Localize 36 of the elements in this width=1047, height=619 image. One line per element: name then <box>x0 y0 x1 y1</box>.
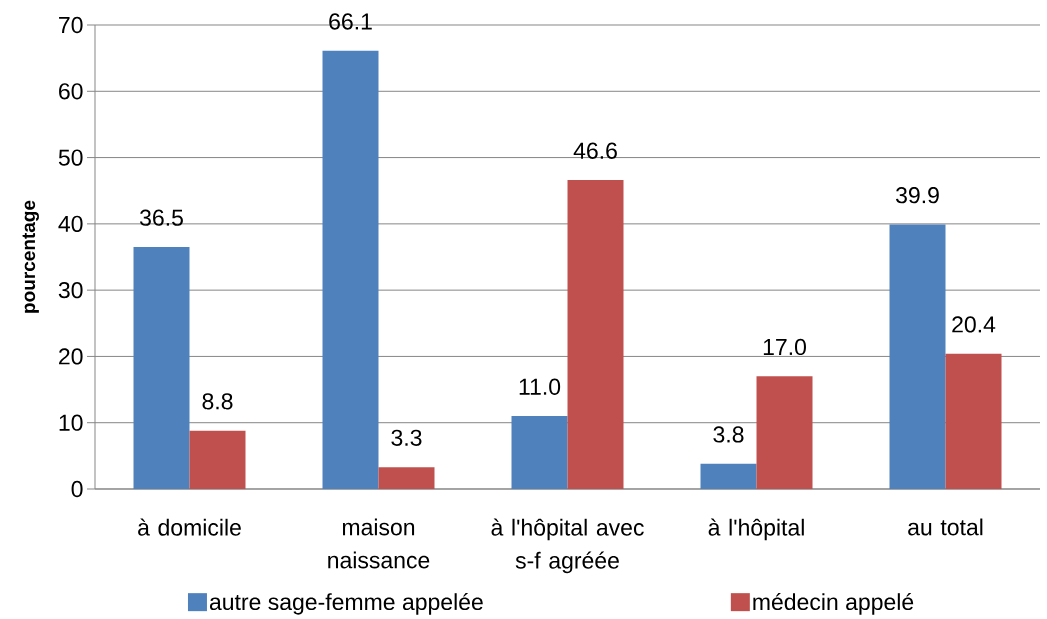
bar <box>567 180 624 489</box>
bar <box>756 376 813 489</box>
y-axis-title: pourcentage <box>22 200 39 313</box>
data-label: 46.6 <box>573 142 617 159</box>
x-tick-label: à l'hôpital <box>708 518 804 541</box>
y-tick-label: 70 <box>59 16 83 34</box>
data-label: 20.4 <box>952 316 996 333</box>
bar <box>189 430 246 489</box>
y-tick-label: 0 <box>71 480 83 498</box>
bar <box>133 247 190 489</box>
y-tick-label: 50 <box>58 149 83 166</box>
bar <box>378 467 435 489</box>
legend-label: médecin appelé <box>753 592 914 615</box>
bar <box>322 50 379 489</box>
data-label: 17.0 <box>763 338 806 356</box>
y-tick-label: 30 <box>58 282 83 299</box>
bar <box>700 463 757 489</box>
data-label: 66.1 <box>329 13 372 30</box>
x-tick-label: à l'hôpital avec s-f agréée <box>491 518 644 574</box>
data-label: 36.5 <box>139 209 183 226</box>
x-tick-label: à domicile <box>138 518 241 536</box>
legend-label: autre sage-femme appelée <box>209 592 483 615</box>
x-tick-label: au total <box>908 518 983 536</box>
data-label: 39.9 <box>896 187 939 204</box>
bar <box>945 353 1002 489</box>
x-tick-label: maison naissance <box>328 518 430 569</box>
data-label: 8.8 <box>202 393 233 410</box>
data-label: 3.3 <box>391 429 422 446</box>
bar <box>511 416 568 489</box>
y-tick-label: 20 <box>59 348 83 365</box>
y-tick-label: 40 <box>58 215 83 232</box>
y-tick-label: 60 <box>59 83 83 100</box>
data-label: 11.0 <box>519 378 561 395</box>
bar <box>889 224 946 489</box>
y-tick-label: 10 <box>59 414 83 431</box>
data-label: 3.8 <box>713 426 744 443</box>
